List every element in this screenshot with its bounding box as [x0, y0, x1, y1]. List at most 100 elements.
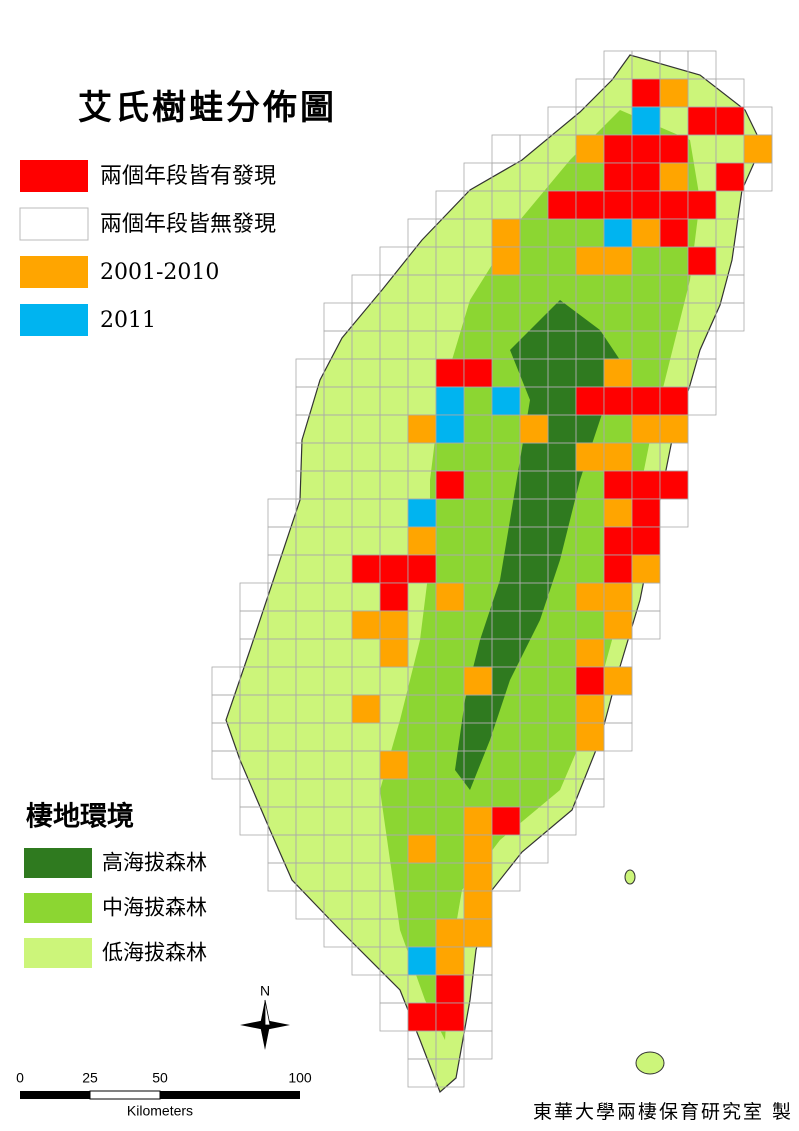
- islet: [635, 1051, 665, 1075]
- occurrence-cell: [491, 386, 521, 416]
- grid-cell: [463, 1030, 493, 1060]
- occurrence-cell: [603, 162, 633, 192]
- occurrence-cell: [687, 190, 717, 220]
- occurrence-cell: [631, 498, 661, 528]
- occurrence-cell: [435, 974, 465, 1004]
- occurrence-cell: [575, 582, 605, 612]
- grid-cell: [715, 302, 745, 332]
- island: [225, 54, 763, 1094]
- survey-grid: [211, 50, 773, 1088]
- occurrence-cell: [631, 470, 661, 500]
- islet: [624, 869, 636, 885]
- occurrence-cell: [603, 526, 633, 556]
- occurrence-cell: [575, 694, 605, 724]
- occurrence-cell: [603, 498, 633, 528]
- occurrence-cell: [407, 414, 437, 444]
- occurrence-cell: [603, 218, 633, 248]
- occurrence-cell: [659, 414, 689, 444]
- occurrence-cell: [603, 386, 633, 416]
- occurrence-cell: [603, 610, 633, 640]
- map-title: 艾氏樹蛙分佈圖: [78, 88, 337, 128]
- occurrence-cell: [379, 750, 409, 780]
- occurrence-cell: [463, 806, 493, 836]
- occurrence-cell: [407, 946, 437, 976]
- occurrence-cell: [659, 386, 689, 416]
- occurrence-cell: [603, 582, 633, 612]
- occurrence-cell: [631, 162, 661, 192]
- habitat-label: 高海拔森林: [102, 851, 207, 875]
- occurrence-cell: [631, 78, 661, 108]
- occurrence-cell: [435, 470, 465, 500]
- occurrence-cell: [631, 134, 661, 164]
- occurrence-cell: [715, 106, 745, 136]
- scale-label: 50: [152, 1070, 168, 1086]
- legend-swatch: [20, 304, 88, 336]
- scale-bar: [20, 1090, 300, 1100]
- habitat-title: 棲地環境: [26, 802, 134, 833]
- occurrence-cell: [575, 190, 605, 220]
- high-forest: [455, 300, 620, 790]
- occurrence-cell: [519, 414, 549, 444]
- occurrence-cell: [435, 358, 465, 388]
- occurrence-cell: [379, 582, 409, 612]
- occurrence-cell: [491, 806, 521, 836]
- occurrence-cell: [575, 442, 605, 472]
- habitat-label: 中海拔森林: [102, 896, 207, 920]
- occurrence-cell: [631, 218, 661, 248]
- occurrence-cell: [659, 78, 689, 108]
- occurrence-cell: [603, 666, 633, 696]
- occurrence-cell: [659, 190, 689, 220]
- occurrence-cell: [659, 162, 689, 192]
- north-label: N: [260, 983, 270, 999]
- scale-label: 0: [16, 1070, 24, 1086]
- habitat-swatch: [24, 848, 92, 878]
- occurrence-cell: [603, 554, 633, 584]
- grid-cell: [547, 806, 577, 836]
- occurrence-cell: [435, 386, 465, 416]
- occurrence-cell: [603, 442, 633, 472]
- occurrence-cell: [407, 1002, 437, 1032]
- occurrence-cell: [603, 190, 633, 220]
- occurrence-cell: [379, 554, 409, 584]
- occurrence-cell: [715, 162, 745, 192]
- occurrence-cell: [631, 414, 661, 444]
- occurrence-cell: [491, 246, 521, 276]
- occurrence-cell: [575, 386, 605, 416]
- occurrence-cell: [631, 190, 661, 220]
- legend-swatch: [19, 207, 89, 241]
- occurrence-cell: [407, 498, 437, 528]
- occurrence-cell: [463, 862, 493, 892]
- occurrence-cell: [575, 666, 605, 696]
- occurrence-cell: [603, 358, 633, 388]
- credit: 東華大學兩棲保育研究室 製: [533, 1101, 793, 1123]
- occurrence-cell: [351, 554, 381, 584]
- occurrence-cell: [379, 638, 409, 668]
- occurrence-cell: [575, 722, 605, 752]
- occurrence-cell: [407, 526, 437, 556]
- habitat-swatch: [24, 938, 92, 968]
- grid-cell: [435, 1058, 465, 1088]
- occurrence-cell: [659, 470, 689, 500]
- occurrence-cell: [379, 610, 409, 640]
- occurrence-cell: [603, 470, 633, 500]
- occurrence-cell: [659, 218, 689, 248]
- occurrence-cell: [631, 526, 661, 556]
- north-arrow: [240, 999, 290, 1050]
- occurrence-cell: [575, 638, 605, 668]
- occurrence-cell: [435, 414, 465, 444]
- occurrence-cell: [603, 134, 633, 164]
- occurrence-cell: [659, 134, 689, 164]
- legend-label: 兩個年段皆無發現: [100, 212, 276, 237]
- occurrence-cell: [463, 834, 493, 864]
- occurrence-cell: [351, 694, 381, 724]
- occurrence-cell: [463, 918, 493, 948]
- legend-label: 2011: [100, 308, 156, 333]
- occurrence-cell: [435, 946, 465, 976]
- legend-swatch: [20, 256, 88, 288]
- occurrence-cell: [631, 554, 661, 584]
- scale-unit: Kilometers: [127, 1103, 193, 1119]
- occurrence-cell: [687, 106, 717, 136]
- occurrence-cell: [575, 246, 605, 276]
- occurrence-cell: [435, 1002, 465, 1032]
